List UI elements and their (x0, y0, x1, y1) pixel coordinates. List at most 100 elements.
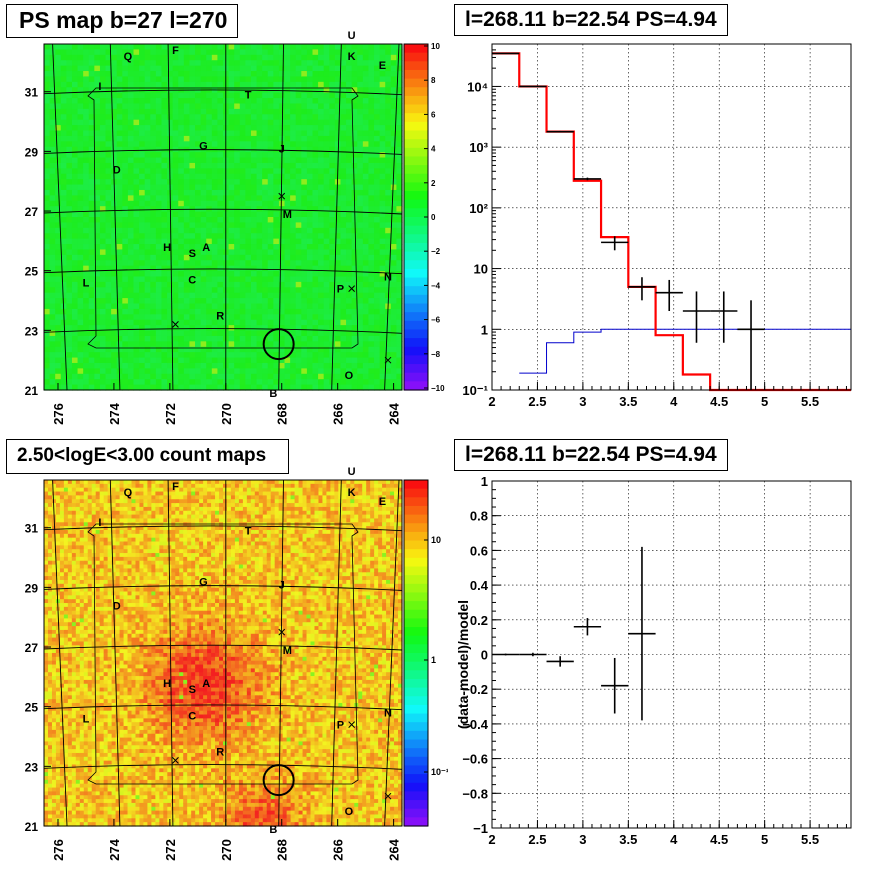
source-label: D (113, 164, 121, 176)
longitude-line (52, 479, 68, 827)
colorbar-cell (404, 583, 428, 594)
source-label: M (283, 645, 292, 657)
colorbar-tick-label: −10 (431, 384, 445, 393)
colorbar-cell (404, 320, 428, 331)
count-map-title: 2.50<logE<3.00 count maps (6, 439, 290, 474)
b-tick-label: 25 (25, 701, 39, 715)
y-tick-label: −0.8 (462, 786, 488, 801)
source-label: I (98, 517, 101, 529)
x-tick-label: 2 (488, 394, 495, 409)
longitude-line (167, 43, 174, 391)
y-tick-label: −1 (473, 821, 488, 836)
heatmap (44, 480, 403, 827)
roi-boundary (87, 87, 359, 349)
longitude-line (278, 43, 284, 391)
colorbar-cell (404, 523, 428, 533)
source-marker (348, 721, 356, 728)
b-tick-label: 25 (25, 265, 39, 279)
colorbar-cell (404, 817, 428, 827)
colorbar-cell (404, 704, 428, 715)
colorbar-cell (404, 497, 428, 507)
y-tick-label: 0.2 (470, 613, 488, 628)
source-label: N (384, 708, 392, 720)
y-tick-label: 10 (474, 262, 488, 277)
latitude-line (43, 704, 403, 711)
source-label: G (199, 140, 208, 152)
coordinate-grid (43, 43, 403, 391)
colorbar-tick-label: 2 (431, 179, 436, 188)
l-tick-label: 268 (275, 403, 290, 425)
longitude-line (331, 479, 342, 827)
latitude-line (43, 89, 403, 96)
l-tick-label: 268 (275, 839, 290, 861)
source-label: J (279, 143, 285, 155)
colorbar-cell (404, 78, 428, 88)
source-label: S (189, 248, 196, 260)
colorbar-cell (404, 225, 428, 235)
colorbar-cell (404, 765, 428, 775)
longitude-line (167, 479, 174, 827)
colorbar-cell (404, 808, 428, 818)
source-label: K (348, 487, 356, 499)
l-tick-label: 276 (51, 839, 66, 861)
source-label: S (189, 684, 196, 696)
source-label: H (163, 242, 171, 254)
y-tick-label: 10³ (469, 140, 488, 155)
y-tick-label: 0 (481, 648, 488, 663)
source-label: P (337, 720, 344, 732)
longitude-line (331, 43, 342, 391)
x-tick-label: 5 (761, 394, 768, 409)
source-label: Q (124, 487, 133, 499)
colorbar-cell (404, 355, 428, 365)
colorbar-cell (404, 635, 428, 645)
colorbar-cell (404, 687, 428, 697)
source-label: L (83, 278, 90, 290)
colorbar-cell (404, 661, 428, 671)
colorbar-tick-label: −4 (431, 281, 441, 290)
source-label: E (379, 60, 386, 72)
l-tick-label: 270 (219, 403, 234, 425)
x-tick-label: 2 (488, 832, 495, 847)
colorbar-cell (404, 338, 428, 348)
source-marker (172, 321, 179, 328)
source-label: P (337, 284, 344, 296)
x-tick-label: 3 (579, 832, 586, 847)
colorbar-cell (404, 575, 428, 585)
l-tick-label: 266 (331, 839, 346, 861)
source-marker (384, 792, 392, 800)
residual-chart: 2 2.5 3 3.5 4 4.5 5 5.5 −1 −0.8 −0.6 −0.4 −0.2 0 0.2 0.… (455, 474, 852, 847)
map-frame (43, 43, 403, 391)
model-line (492, 52, 851, 392)
colorbar-cell (404, 730, 428, 741)
colorbar-cell (404, 644, 428, 654)
y-tick-label: 10⁴ (467, 79, 488, 94)
x-tick-label: 5.5 (801, 394, 819, 409)
colorbar-cell (404, 191, 428, 201)
source-label: C (188, 275, 196, 287)
b-tick-label: 29 (25, 145, 39, 159)
colorbar-cell (404, 514, 428, 524)
coordinate-grid (43, 479, 403, 827)
background-line (519, 328, 851, 374)
colorbar-cell (404, 182, 428, 192)
longitude-line (109, 43, 121, 391)
source-label: B (269, 824, 277, 836)
longitude-line (109, 479, 121, 827)
map-frame (43, 479, 403, 827)
colorbar-cell (404, 722, 428, 732)
y-tick-label: 1 (481, 474, 488, 489)
colorbar-cell (404, 130, 428, 140)
b-tick-label: 23 (25, 324, 39, 338)
source-label: E (379, 496, 386, 508)
latitude-line (43, 525, 403, 532)
x-tick-label: 4.5 (710, 832, 728, 847)
l-tick-label: 272 (163, 839, 178, 861)
source-label: O (345, 370, 354, 382)
source-label: B (269, 388, 277, 400)
source-label: T (245, 526, 252, 538)
source-label: U (348, 466, 356, 478)
b-tick-label: 31 (25, 522, 39, 536)
x-tick-label: 3.5 (619, 832, 637, 847)
latitude-line (43, 764, 403, 770)
